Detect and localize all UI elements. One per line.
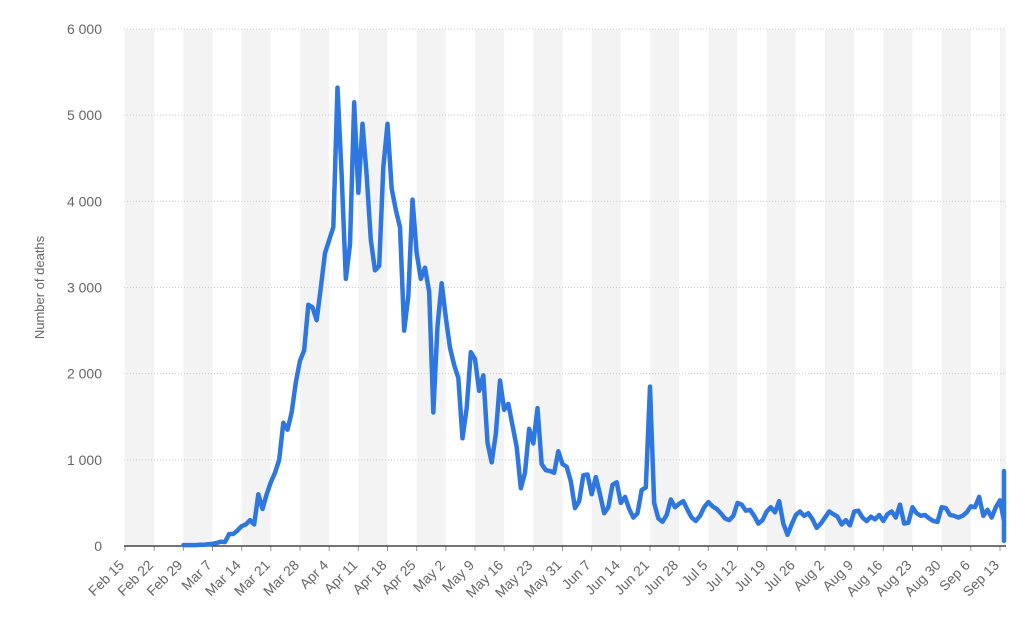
y-tick-label: 1 000 <box>67 452 102 468</box>
x-tick-label: Jul 12 <box>702 557 740 595</box>
band-16 <box>591 29 621 546</box>
series-line-0 <box>181 85 1007 548</box>
x-tick-label: Jul 19 <box>731 557 769 595</box>
x-tick-label: Aug 2 <box>790 557 827 594</box>
band-26 <box>883 29 913 546</box>
x-tick-label: Apr 25 <box>378 557 419 598</box>
y-tick-label: 0 <box>94 538 102 554</box>
y-tick-label: 2 000 <box>67 366 102 382</box>
y-tick-label: 5 000 <box>67 107 102 123</box>
y-tick-label: 6 000 <box>67 21 102 37</box>
band-2 <box>183 29 213 546</box>
series-line-group <box>181 85 1007 548</box>
y-axis-label: Number of deaths <box>32 235 47 339</box>
band-20 <box>708 29 738 546</box>
grid-lines <box>124 28 1006 461</box>
x-tick-label: May 2 <box>410 557 448 595</box>
y-axis-ticks: 0 1 000 2 000 3 000 4 000 5 000 6 000 <box>67 21 102 554</box>
y-tick-label: 4 000 <box>67 193 102 209</box>
x-tick-label: Jul 26 <box>760 557 798 595</box>
band-8 <box>358 29 388 546</box>
y-tick-label: 3 000 <box>67 280 102 296</box>
